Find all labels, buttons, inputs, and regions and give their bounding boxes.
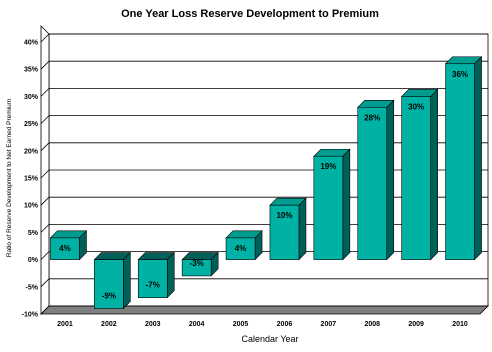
gridline-side <box>40 142 50 152</box>
bar-front <box>445 63 475 260</box>
bar-side <box>123 251 131 310</box>
bar-side <box>386 99 395 261</box>
chart-title: One Year Loss Reserve Development to Pre… <box>121 8 379 20</box>
bar-2002: -9% <box>93 251 132 310</box>
gridline-side <box>40 305 50 315</box>
y-tick-label: 15% <box>24 176 39 183</box>
gridline-side <box>40 196 50 206</box>
gridline-side <box>40 60 50 70</box>
gridline-side <box>40 88 50 97</box>
y-axis-title: Ratio of Reserve Development to Net Earn… <box>6 99 13 257</box>
y-tick-label: -5% <box>26 284 39 291</box>
bar-front <box>94 259 124 309</box>
bar-front <box>181 259 212 277</box>
bar-side <box>342 148 351 261</box>
bar-value-label: 36% <box>452 70 468 79</box>
bar-2009: 30% <box>400 88 439 261</box>
bar-2003: -7% <box>137 251 175 299</box>
gridline-side <box>40 169 50 179</box>
x-tick-label: 2009 <box>408 321 424 328</box>
bar-front <box>313 155 344 260</box>
bar-value-label: 28% <box>364 113 380 122</box>
bar-value-label: 4% <box>235 244 247 253</box>
x-tick-label: 2008 <box>364 321 380 328</box>
x-tick-label: 2010 <box>452 321 468 328</box>
y-tick-label: 0% <box>28 257 39 264</box>
bar-front <box>357 106 388 260</box>
y-tick-label: 40% <box>24 40 39 47</box>
x-tick-label: 2002 <box>101 321 117 328</box>
bar-front <box>401 96 431 260</box>
bar-side <box>474 56 482 261</box>
x-axis-title: Calendar Year <box>241 334 298 344</box>
bar-2005: 4% <box>225 230 263 261</box>
bar-value-label: 30% <box>408 102 424 111</box>
bar-side <box>298 197 307 261</box>
gridline-side <box>40 33 50 43</box>
gridline-side <box>40 115 50 124</box>
bar-front <box>137 259 168 298</box>
x-tick-label: 2001 <box>57 321 73 328</box>
y-tick-label: -10% <box>22 312 39 319</box>
bar-side <box>166 251 175 299</box>
bar-value-label: 4% <box>59 244 71 253</box>
y-tick-label: 30% <box>24 94 39 101</box>
gridline-side <box>40 278 50 288</box>
y-tick-label: 35% <box>24 67 39 74</box>
bar-front <box>225 237 256 260</box>
y-tick-label: 10% <box>24 203 39 210</box>
x-axis-ticks: 2001 2002 2003 2004 2005 2006 2007 2008 2009 2010 <box>57 321 468 328</box>
x-tick-label: 2003 <box>145 321 161 328</box>
bars: 4% -9% -7% -3% 4% 10% 19% 28% 30% 36% <box>49 56 483 310</box>
bar-2001: 4% <box>49 230 88 261</box>
bar-2004: -3% <box>181 251 219 277</box>
bar-2007: 19% <box>313 148 351 261</box>
bar-value-label: 10% <box>276 211 292 220</box>
x-tick-label: 2004 <box>189 321 205 328</box>
bar-value-label: 19% <box>320 162 336 171</box>
x-tick-label: 2007 <box>321 321 337 328</box>
bar-front <box>269 204 300 260</box>
gridline-side <box>40 251 50 260</box>
y-tick-label: 5% <box>28 230 39 237</box>
bar-2010: 36% <box>444 56 483 261</box>
bar-side <box>430 88 438 261</box>
bar-value-label: -7% <box>146 281 160 290</box>
bar-value-label: -3% <box>190 259 204 268</box>
bar-2008: 28% <box>357 99 395 261</box>
side-wall <box>40 25 50 315</box>
x-tick-label: 2006 <box>277 321 293 328</box>
bar-2006: 10% <box>269 197 307 261</box>
y-tick-label: 25% <box>24 121 39 128</box>
gridline-side <box>40 224 50 233</box>
y-tick-label: 20% <box>24 148 39 155</box>
y-axis-ticks: -10% -5% 0% 5% 10% 15% 20% 25% 30% 35% 40% <box>22 40 39 319</box>
x-tick-label: 2005 <box>233 321 249 328</box>
bar-front <box>50 237 80 260</box>
bar-value-label: -9% <box>102 292 116 301</box>
